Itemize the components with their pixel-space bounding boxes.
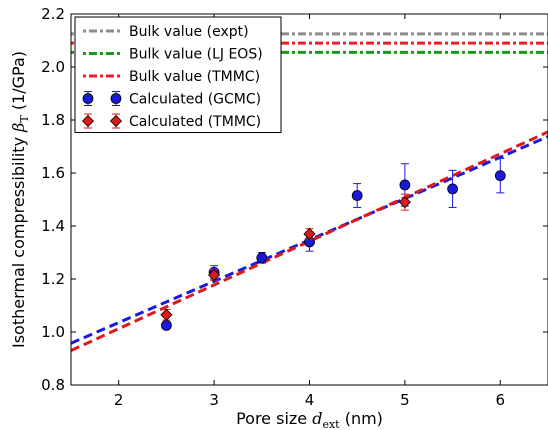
x-tick-label: 5	[400, 391, 410, 409]
axis-ticks: 2 3 4 5 6 0.8 1.0 1.2 1.4 1.6 1.8 2.0 2.2	[41, 5, 548, 409]
data-point	[351, 190, 363, 201]
data-point	[398, 196, 411, 209]
legend-marker	[110, 93, 122, 104]
y-tick-label: 2.2	[41, 5, 65, 23]
data-point	[303, 227, 316, 241]
y-tick-label: 1.0	[41, 323, 65, 341]
x-tick-label: 6	[496, 391, 506, 409]
legend: Bulk value (expt) Bulk value (LJ EOS) Bulk…	[74, 16, 282, 133]
y-tick-label: 1.8	[41, 111, 65, 129]
y-tick-label: 1.2	[41, 270, 65, 288]
data-point	[160, 319, 172, 331]
data-point	[208, 268, 221, 282]
y-axis-label: Isothermal compressibility βT (1/GPa)	[9, 51, 31, 348]
legend-label: Bulk value (expt)	[129, 24, 249, 40]
x-tick-label: 3	[209, 391, 219, 409]
legend-label: Calculated (TMMC)	[129, 114, 261, 130]
fit-line	[71, 130, 548, 352]
legend-marker	[109, 114, 123, 128]
x-tick-label: 4	[305, 391, 315, 409]
legend-marker	[81, 114, 95, 128]
legend-label: Calculated (GCMC)	[129, 92, 261, 108]
data-point	[256, 252, 268, 264]
data-point	[494, 170, 506, 182]
y-tick-label: 2.0	[41, 58, 65, 76]
legend-marker	[82, 93, 94, 104]
data-point	[447, 183, 459, 195]
legend-item: Bulk value (TMMC)	[83, 69, 260, 85]
legend-item: Calculated (TMMC)	[81, 113, 261, 130]
data-point	[160, 308, 173, 321]
legend-item: Bulk value (expt)	[83, 24, 249, 40]
legend-label: Bulk value (TMMC)	[129, 69, 260, 85]
legend-item: Bulk value (LJ EOS)	[83, 47, 263, 63]
y-tick-label: 1.4	[41, 217, 65, 235]
data-point	[399, 179, 411, 191]
legend-item: Calculated (GCMC)	[82, 91, 261, 108]
y-tick-label: 0.8	[41, 376, 65, 394]
x-tick-label: 2	[114, 391, 124, 409]
legend-label: Bulk value (LJ EOS)	[129, 47, 263, 63]
y-tick-label: 1.6	[41, 164, 65, 182]
series-1	[160, 157, 506, 331]
x-axis-label: Pore size dext (nm)	[236, 409, 383, 430]
series-2	[160, 193, 411, 321]
